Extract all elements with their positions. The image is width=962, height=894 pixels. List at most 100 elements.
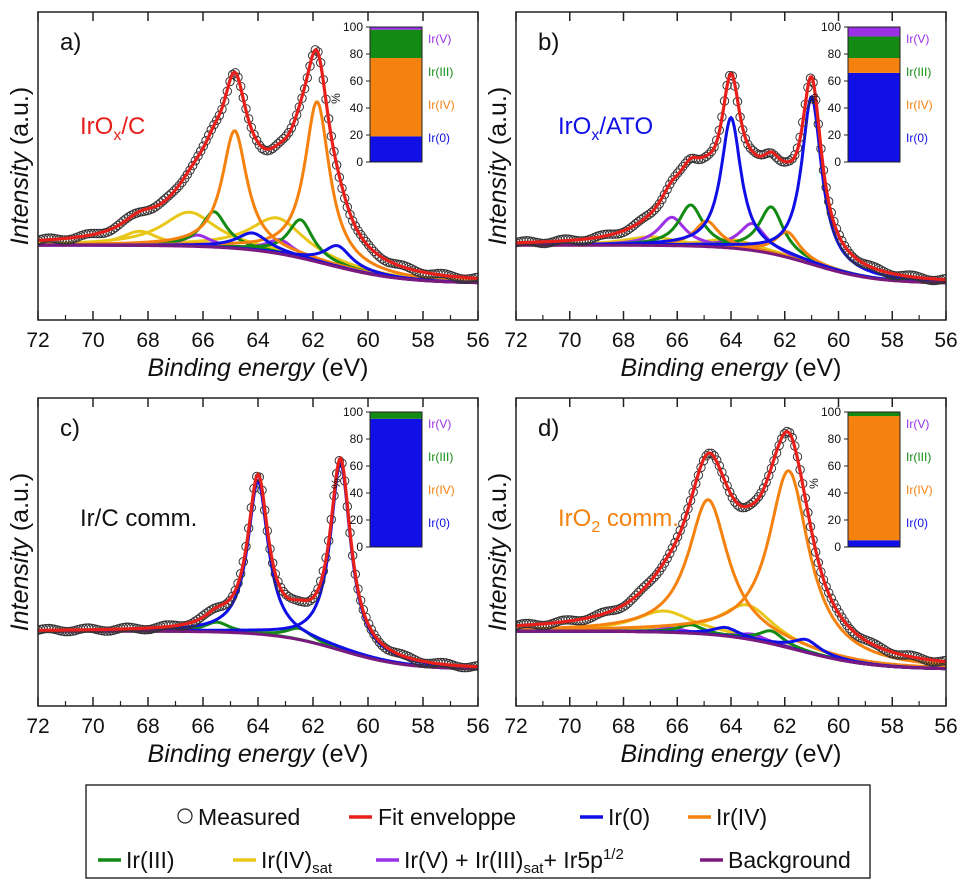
x-tick-label: 62	[773, 329, 796, 352]
sample-label: Ir/C comm.	[80, 505, 197, 532]
measured-point	[639, 582, 649, 592]
inset-y-label: %	[329, 478, 343, 489]
inset-frame	[369, 411, 423, 548]
measured-point	[172, 183, 182, 194]
x-tick-label: 56	[466, 329, 489, 352]
y-axis-label: Intensity (a.u.)	[6, 473, 34, 631]
legend-background-label: Background	[728, 847, 851, 873]
composition-inset: 0 20 40 60 80 100% Ir(V) Ir(III) Ir(IV) Ir(0)	[329, 20, 455, 169]
x-tick-label: 58	[881, 329, 904, 352]
measured-point	[310, 45, 320, 55]
legend-ir4-label: Ir(IV)	[716, 804, 767, 830]
legend-ir5-label: Ir(V) + Ir(III)sat+ Ir5p1/2	[404, 846, 624, 877]
x-axis-label: Binding energy (eV)	[148, 354, 369, 382]
inset-tick-label: 100	[821, 405, 841, 419]
x-axis-label-unit: (eV)	[794, 740, 841, 768]
inset-state-label: Ir(IV)	[428, 98, 455, 112]
measured-point	[748, 497, 758, 508]
measured-point	[662, 553, 672, 564]
inset-state-label: Ir(V)	[906, 32, 929, 46]
measured-point	[769, 150, 779, 160]
measured-point	[633, 587, 644, 598]
x-tick-label: 60	[827, 329, 850, 352]
inset-state-label: Ir(III)	[906, 450, 931, 464]
x-axis-label-unit: (eV)	[321, 354, 368, 382]
legend-ir0-label: Ir(0)	[608, 804, 650, 830]
measured-point	[665, 548, 675, 559]
x-tick-label: 66	[666, 329, 689, 352]
inset-tick-label: 60	[828, 74, 842, 88]
measured-point	[278, 586, 288, 597]
measured-point	[193, 151, 203, 161]
measured-point	[249, 129, 259, 140]
x-tick-label: 60	[356, 329, 379, 352]
x-axis-label-italic: Binding energy	[148, 740, 322, 768]
sample-label-rest: /ATO	[599, 113, 653, 140]
composition-bar-irv	[370, 27, 422, 30]
inset-tick-label: 80	[828, 47, 842, 61]
measured-point	[748, 146, 758, 156]
measured-point	[675, 165, 685, 175]
composition-bar-ir0	[848, 540, 900, 547]
plot-area	[38, 455, 478, 673]
measured-point	[751, 495, 761, 505]
x-tick-label: 66	[191, 715, 214, 738]
y-axis-label-italic: Intensity	[6, 145, 34, 245]
y-axis-label-unit: (a.u.)	[484, 87, 512, 145]
panel-label: a)	[60, 29, 81, 56]
inset-tick-label: 40	[828, 101, 842, 115]
y-axis-label-unit: (a.u.)	[484, 473, 512, 531]
legend-measured-label: Measured	[198, 804, 300, 830]
x-tick-label: 70	[81, 329, 104, 352]
sample-label-subscript: x	[591, 127, 599, 144]
inset-state-label: Ir(IV)	[906, 483, 933, 497]
x-tick-label: 68	[136, 715, 159, 738]
measured-point	[164, 191, 174, 201]
x-tick-label: 64	[246, 715, 270, 738]
sample-label-main: Ir/C comm.	[80, 505, 197, 532]
measured-point	[278, 134, 288, 144]
measured-point	[196, 146, 206, 156]
composition-bar-iriv	[370, 58, 422, 137]
background-curve	[516, 243, 946, 285]
x-axis-label: Binding energy (eV)	[621, 740, 842, 768]
inset-tick-label: 100	[821, 20, 841, 34]
inset-tick-label: 60	[350, 74, 364, 88]
measured-point	[745, 143, 756, 153]
inset-tick-label: 0	[356, 155, 363, 169]
y-axis-label-italic: Intensity	[484, 145, 512, 245]
measured-point	[670, 171, 680, 182]
inset-tick-label: 20	[350, 128, 364, 142]
x-tick-label: 72	[26, 715, 49, 738]
y-axis-label: Intensity (a.u.)	[484, 87, 512, 245]
panel-label: c)	[60, 415, 80, 442]
measured-point	[161, 193, 171, 203]
x-tick-label: 56	[934, 329, 957, 352]
inset-state-label: Ir(III)	[428, 65, 453, 79]
measured-point	[300, 597, 310, 607]
measured-point	[276, 136, 286, 146]
legend-ir3-label: Ir(III)	[126, 847, 175, 873]
measured-point	[844, 623, 855, 634]
inset-tick-label: 80	[828, 432, 842, 446]
legend-frame	[85, 784, 871, 879]
fit-envelope-curve	[516, 429, 946, 664]
inset-tick-label: 40	[350, 101, 364, 115]
inset-tick-label: 0	[834, 155, 841, 169]
x-tick-label: 66	[666, 715, 689, 738]
inset-state-label: Ir(V)	[428, 417, 451, 431]
plot-area	[38, 45, 478, 285]
measured-point	[636, 585, 646, 595]
inset-frame	[369, 26, 423, 163]
measured-point	[190, 156, 201, 166]
sample-label: IrOx/C	[80, 113, 145, 144]
x-tick-label: 58	[411, 329, 434, 352]
inset-y-label: %	[807, 93, 821, 104]
inset-frame	[847, 26, 901, 163]
x-tick-label: 62	[301, 715, 324, 738]
legend-fit-label: Fit enveloppe	[378, 804, 516, 830]
x-tick-label: 56	[466, 715, 489, 738]
plot-area	[516, 70, 946, 286]
x-tick-label: 56	[934, 715, 957, 738]
measured-point	[281, 589, 291, 600]
